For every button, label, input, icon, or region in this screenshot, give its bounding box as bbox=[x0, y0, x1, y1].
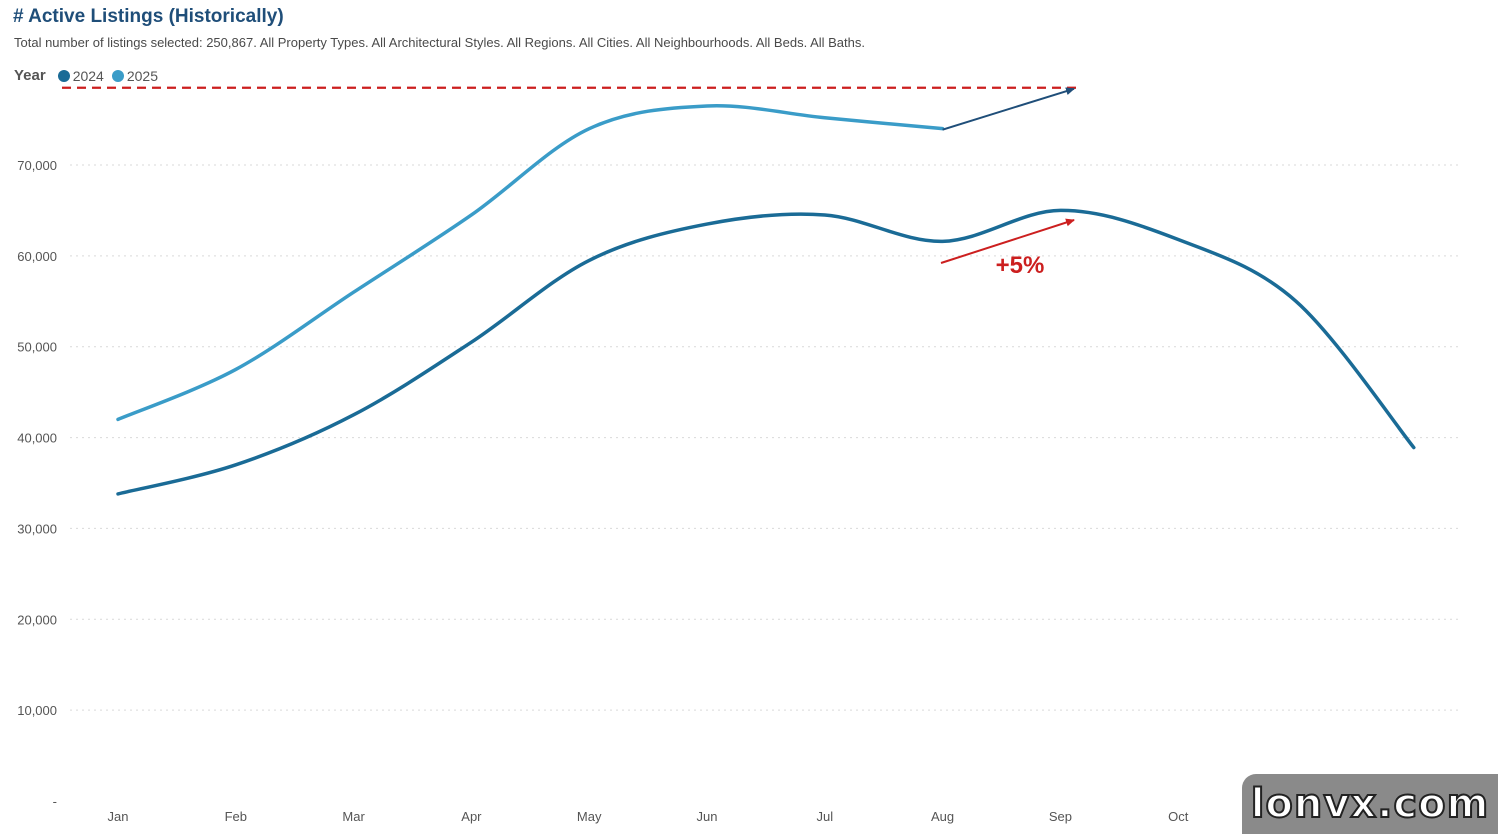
legend-dot-2025 bbox=[111, 69, 124, 82]
legend-item-2024[interactable]: 2024 bbox=[57, 67, 104, 84]
watermark: lonvx.com bbox=[1242, 774, 1498, 834]
x-tick-label: Apr bbox=[461, 809, 482, 824]
legend-title: Year bbox=[14, 67, 46, 84]
y-tick-label: 40,000 bbox=[17, 431, 57, 446]
chart-subtitle: Total number of listings selected: 250,8… bbox=[14, 35, 865, 50]
x-tick-label: Feb bbox=[225, 809, 247, 824]
legend-label-2024: 2024 bbox=[72, 67, 104, 84]
legend-dot-2024 bbox=[57, 69, 70, 82]
x-tick-label: Jul bbox=[816, 809, 833, 824]
x-tick-label: Sep bbox=[1049, 809, 1072, 824]
series-line-2024 bbox=[116, 208, 1416, 496]
series-line-2025 bbox=[116, 103, 945, 422]
legend-item-2025[interactable]: 2025 bbox=[111, 67, 159, 84]
watermark-text: lonvx.com bbox=[1250, 780, 1490, 828]
x-tick-label: May bbox=[577, 809, 602, 824]
x-tick-label: Jan bbox=[108, 809, 129, 824]
y-tick-label: 60,000 bbox=[17, 249, 57, 264]
projection-arrow bbox=[942, 87, 1075, 131]
y-tick-label: 70,000 bbox=[17, 158, 57, 173]
y-tick-label: - bbox=[53, 794, 57, 809]
y-tick-label: 20,000 bbox=[17, 612, 57, 627]
growth-percent-label: +5% bbox=[996, 252, 1045, 279]
growth-arrow bbox=[940, 218, 1075, 264]
x-tick-label: Oct bbox=[1168, 809, 1189, 824]
legend: Year 2024 2025 bbox=[14, 67, 166, 84]
x-tick-label: Aug bbox=[931, 809, 954, 824]
y-tick-label: 50,000 bbox=[17, 340, 57, 355]
y-tick-label: 30,000 bbox=[17, 521, 57, 536]
legend-label-2025: 2025 bbox=[126, 67, 159, 84]
chart-title: # Active Listings (Historically) bbox=[13, 6, 284, 27]
y-tick-label: 10,000 bbox=[17, 703, 57, 718]
x-tick-label: Jun bbox=[697, 809, 718, 824]
x-tick-label: Mar bbox=[342, 809, 365, 824]
